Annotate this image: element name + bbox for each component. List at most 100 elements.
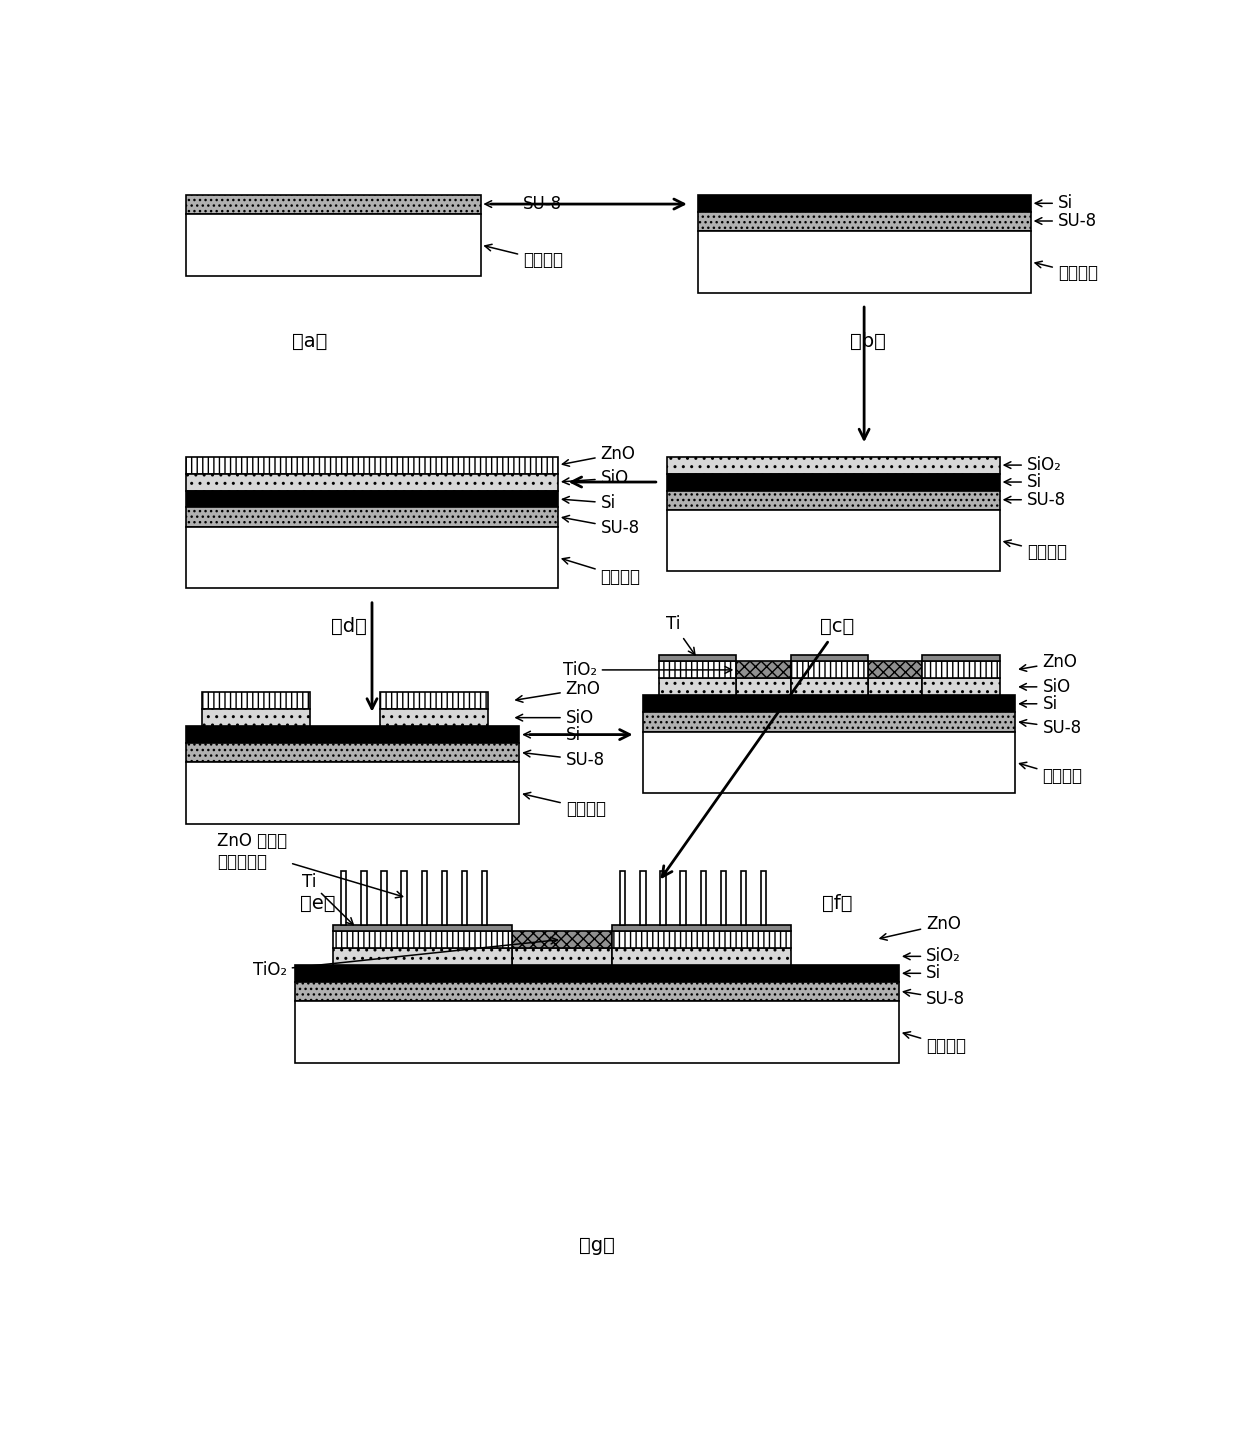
- Bar: [613, 924, 791, 932]
- Bar: [868, 661, 923, 678]
- Bar: [667, 509, 999, 571]
- Bar: [923, 655, 999, 661]
- Bar: [644, 731, 1016, 793]
- Text: 柔性衬底: 柔性衬底: [523, 793, 606, 817]
- Text: 柔性衬底: 柔性衬底: [1004, 539, 1066, 561]
- Bar: [644, 695, 1016, 713]
- Bar: [737, 661, 791, 678]
- Text: （c）: （c）: [820, 617, 854, 635]
- Text: SiO: SiO: [1019, 678, 1070, 695]
- Bar: [791, 655, 868, 661]
- Bar: [201, 693, 310, 710]
- Bar: [681, 871, 686, 924]
- Bar: [334, 924, 511, 932]
- Bar: [382, 871, 387, 924]
- Bar: [658, 661, 737, 678]
- Bar: [658, 678, 737, 695]
- Text: ZnO: ZnO: [563, 445, 635, 467]
- Text: 柔性衬底: 柔性衬底: [1035, 262, 1097, 282]
- Text: 柔性衬底: 柔性衬底: [903, 1032, 966, 1055]
- Bar: [186, 456, 558, 474]
- Bar: [334, 932, 511, 947]
- Bar: [701, 871, 706, 924]
- Text: SiO: SiO: [516, 708, 594, 727]
- Text: Si: Si: [563, 494, 616, 512]
- Bar: [697, 212, 1030, 230]
- Text: 柔性衬底: 柔性衬底: [562, 558, 641, 585]
- Text: Si: Si: [1035, 195, 1073, 212]
- Bar: [186, 726, 520, 743]
- Bar: [463, 871, 467, 924]
- Bar: [379, 710, 489, 726]
- Text: ZnO: ZnO: [1019, 653, 1078, 671]
- Text: SU-8: SU-8: [904, 989, 965, 1007]
- Bar: [482, 871, 487, 924]
- Text: SU-8: SU-8: [1004, 491, 1066, 509]
- Bar: [186, 195, 481, 215]
- Bar: [186, 474, 558, 491]
- Text: ZnO 纳米圆
柱形线阵列: ZnO 纳米圆 柱形线阵列: [217, 833, 403, 897]
- Bar: [511, 947, 613, 964]
- Bar: [186, 743, 520, 763]
- Text: （b）: （b）: [851, 332, 885, 351]
- Bar: [868, 678, 923, 695]
- Bar: [341, 871, 346, 924]
- Text: TiO₂: TiO₂: [563, 661, 732, 678]
- Bar: [201, 710, 310, 726]
- Text: （e）: （e）: [300, 894, 336, 913]
- Bar: [697, 195, 1030, 212]
- Text: Si: Si: [1019, 695, 1058, 713]
- Text: ZnO: ZnO: [516, 680, 600, 703]
- Text: SU-8: SU-8: [563, 515, 640, 537]
- Bar: [441, 871, 448, 924]
- Bar: [402, 871, 407, 924]
- Bar: [640, 871, 646, 924]
- Text: SU-8: SU-8: [1019, 718, 1081, 737]
- Bar: [620, 871, 625, 924]
- Text: （f）: （f）: [822, 894, 852, 913]
- Bar: [511, 932, 613, 947]
- Text: （d）: （d）: [331, 617, 367, 635]
- Bar: [720, 871, 727, 924]
- Bar: [186, 527, 558, 588]
- Bar: [186, 508, 558, 527]
- Bar: [186, 491, 558, 508]
- Bar: [658, 655, 737, 661]
- Text: Ti: Ti: [667, 615, 694, 655]
- Text: SU-8: SU-8: [485, 195, 562, 213]
- Text: SU-8: SU-8: [1035, 212, 1097, 230]
- Text: 柔性衬底: 柔性衬底: [485, 245, 563, 269]
- Bar: [923, 661, 999, 678]
- Bar: [761, 871, 766, 924]
- Text: ZnO: ZnO: [880, 914, 961, 940]
- Bar: [334, 947, 511, 964]
- Bar: [667, 456, 999, 474]
- Bar: [186, 763, 520, 824]
- Text: Si: Si: [1004, 474, 1042, 491]
- Bar: [660, 871, 666, 924]
- Text: Si: Si: [523, 726, 580, 744]
- Bar: [295, 982, 899, 1002]
- Text: SiO₂: SiO₂: [1004, 456, 1061, 474]
- Text: TiO₂: TiO₂: [253, 937, 558, 979]
- Bar: [923, 678, 999, 695]
- Bar: [791, 678, 868, 695]
- Bar: [379, 693, 489, 710]
- Text: （a）: （a）: [293, 332, 327, 351]
- Bar: [361, 871, 367, 924]
- Bar: [737, 678, 791, 695]
- Text: （g）: （g）: [579, 1236, 615, 1255]
- Bar: [422, 871, 427, 924]
- Text: 柔性衬底: 柔性衬底: [1019, 763, 1083, 786]
- Bar: [667, 491, 999, 509]
- Bar: [667, 474, 999, 491]
- Bar: [295, 1002, 899, 1063]
- Bar: [295, 964, 899, 982]
- Text: SU-8: SU-8: [523, 750, 605, 768]
- Bar: [644, 713, 1016, 731]
- Bar: [186, 215, 481, 276]
- Bar: [742, 871, 746, 924]
- Text: SiO: SiO: [563, 469, 629, 487]
- Bar: [613, 932, 791, 947]
- Bar: [697, 230, 1030, 292]
